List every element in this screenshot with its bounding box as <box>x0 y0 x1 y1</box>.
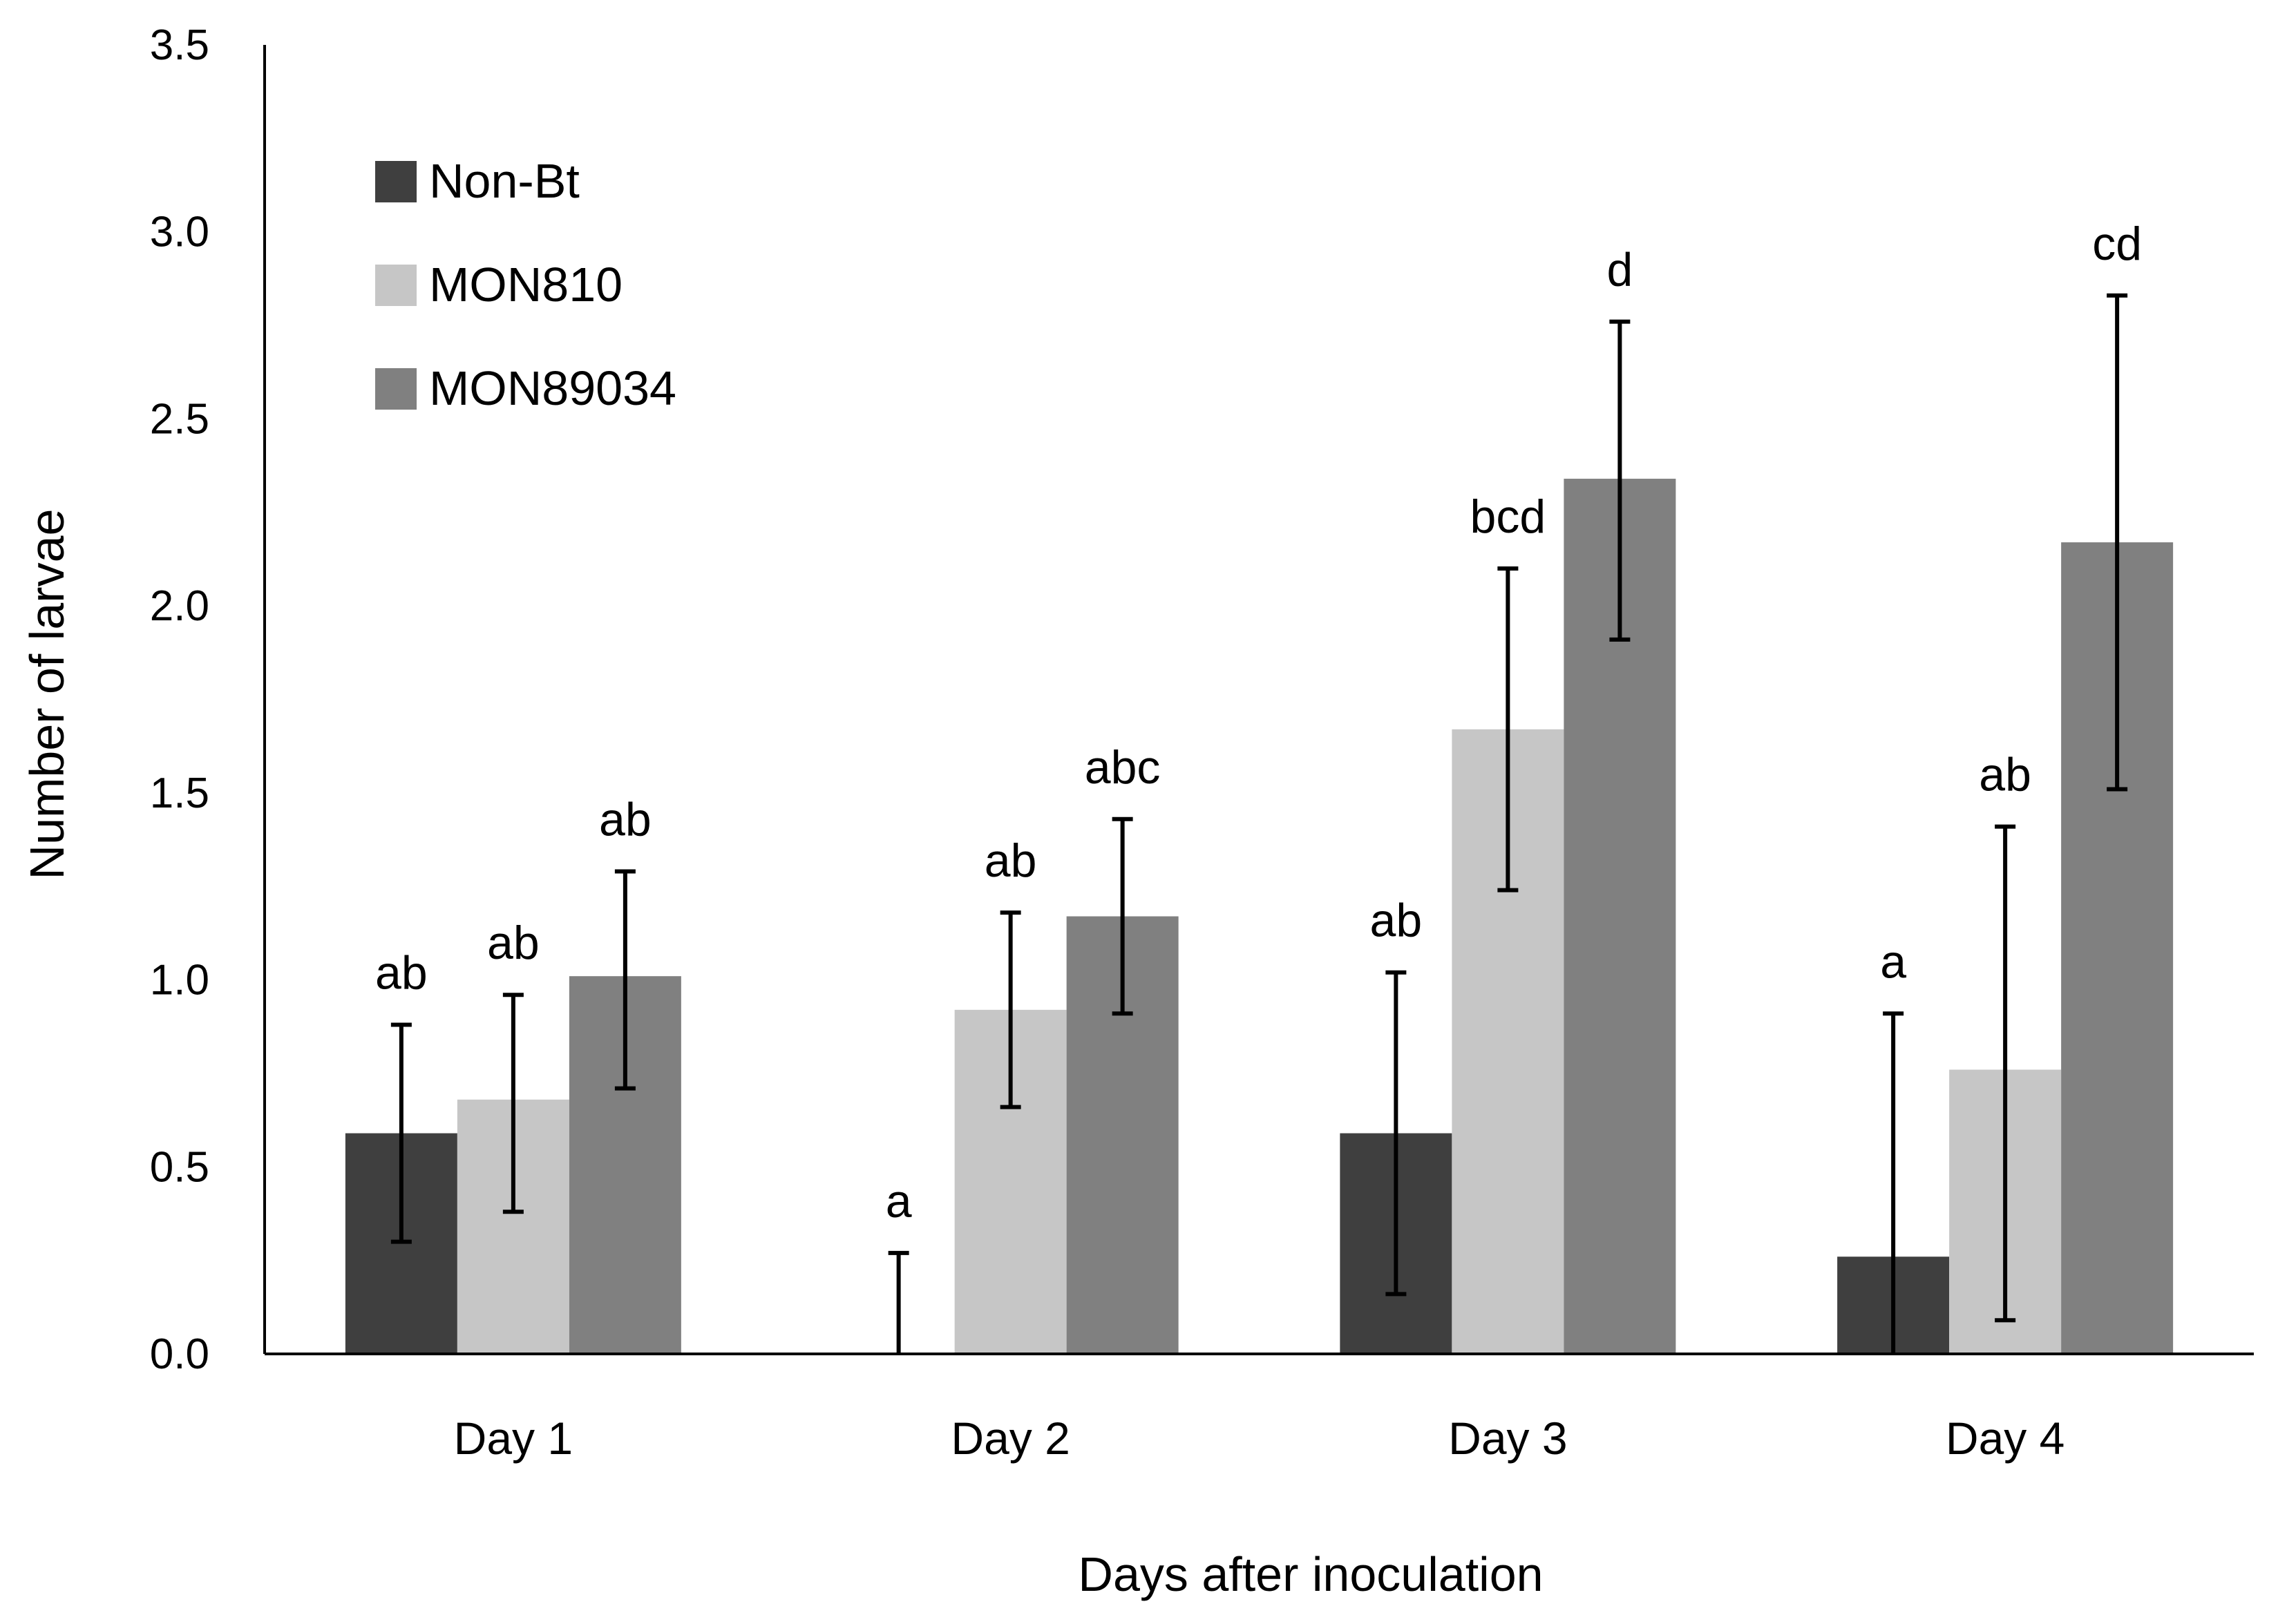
y-tick-label: 3.0 <box>150 209 209 256</box>
significance-letter: ab <box>1979 749 2031 801</box>
y-tick-label: 0.0 <box>150 1330 209 1378</box>
significance-letter: ab <box>599 794 652 846</box>
y-tick-label: 3.5 <box>150 21 209 69</box>
legend-swatch <box>375 368 417 410</box>
x-category-label: Day 4 <box>1946 1413 2065 1464</box>
significance-letter: d <box>1606 244 1633 296</box>
significance-letter: ab <box>985 834 1037 887</box>
x-category-label: Day 1 <box>454 1413 573 1464</box>
y-axis-title: Number of larvae <box>20 509 74 880</box>
significance-letter: a <box>1880 935 1906 988</box>
bars-layer <box>345 479 2174 1354</box>
legend-label: MON89034 <box>429 361 676 415</box>
significance-letter: cd <box>2092 218 2142 270</box>
legend-label: Non-Bt <box>429 154 580 208</box>
significance-letter: ab <box>1370 895 1423 947</box>
significance-letter: bcd <box>1470 490 1546 543</box>
y-tick-labels: 0.0 0.5 1.0 1.5 2.0 2.5 3.0 3.5 <box>150 21 209 1378</box>
y-tick-label: 2.0 <box>150 582 209 630</box>
significance-letter: ab <box>375 947 428 1000</box>
legend-swatch <box>375 265 417 306</box>
y-tick-label: 2.5 <box>150 395 209 443</box>
y-tick-label: 1.0 <box>150 957 209 1004</box>
legend-label: MON810 <box>429 258 623 312</box>
legend-swatch <box>375 161 417 202</box>
x-category-label: Day 3 <box>1448 1413 1567 1464</box>
significance-letter: ab <box>487 917 540 969</box>
significance-letter: a <box>886 1175 912 1227</box>
significance-letter: abc <box>1085 741 1161 794</box>
axes-layer <box>263 45 2254 1355</box>
x-category-label: Day 2 <box>951 1413 1070 1464</box>
y-tick-label: 0.5 <box>150 1143 209 1191</box>
y-tick-label: 1.5 <box>150 770 209 817</box>
error-bars-layer <box>390 293 2128 1354</box>
legend: Non-Bt MON810 MON89034 <box>375 154 676 415</box>
x-category-labels: Day 1 Day 2 Day 3 Day 4 <box>454 1413 2065 1464</box>
x-axis-title: Days after inoculation <box>1078 1547 1543 1601</box>
